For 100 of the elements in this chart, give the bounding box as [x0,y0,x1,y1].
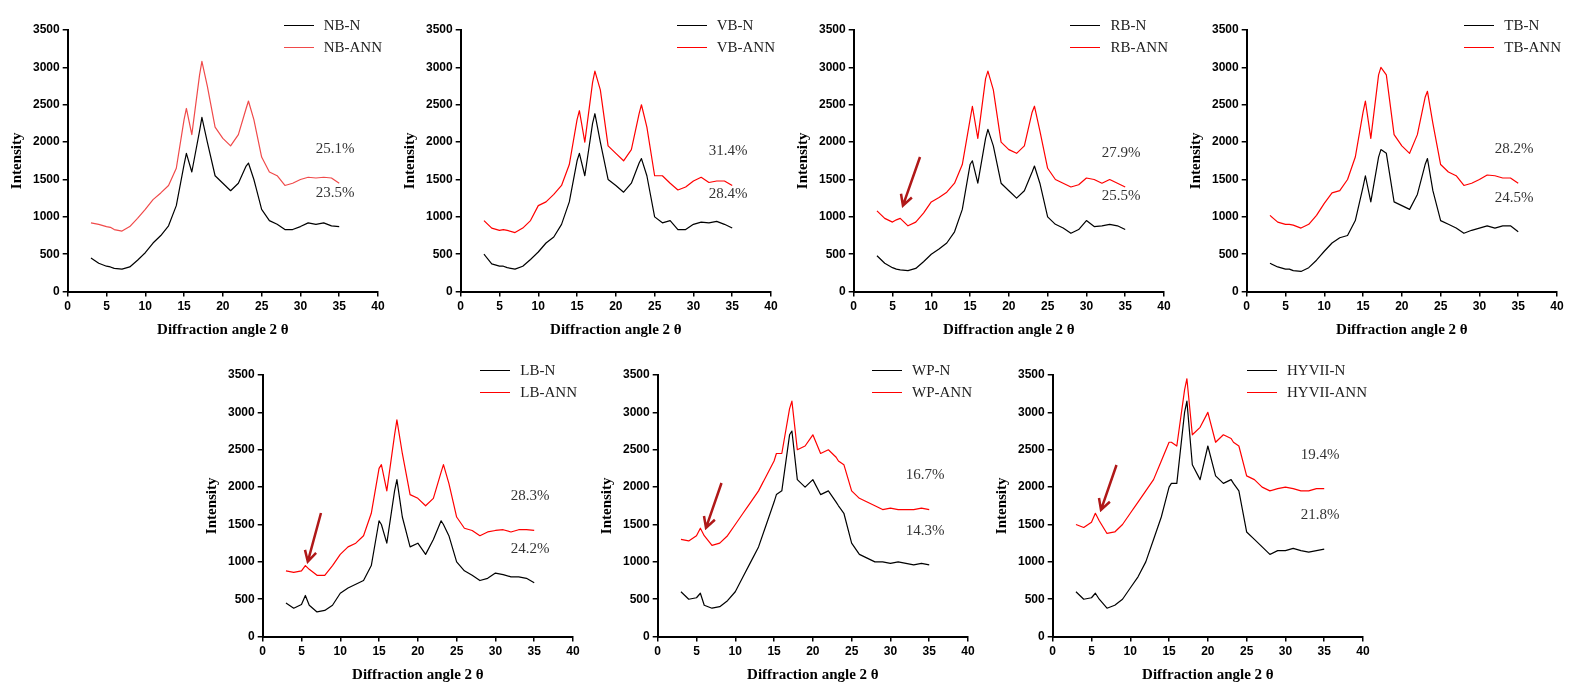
y-tick-label: 0 [839,283,847,298]
y-axis-title: Intensity [400,131,417,190]
y-tick-label: 0 [53,283,61,298]
x-tick-label: 10 [333,644,348,659]
x-tick-label: 15 [372,644,387,659]
y-tick-label: 2000 [622,479,651,494]
legend-label: RB-N [1110,16,1147,34]
x-tick-label: 5 [693,644,701,659]
x-axis-title: Diffraction angle 2 θ [1142,665,1274,682]
x-tick-label: 5 [298,644,306,659]
x-tick-label: 10 [1317,299,1332,314]
x-tick-label: 40 [961,644,975,659]
y-tick-label: 1500 [1211,171,1240,186]
x-tick-label: 25 [844,644,859,659]
y-tick-label: 3500 [425,22,454,37]
x-tick-label: 35 [332,299,347,314]
y-tick-label: 1000 [32,209,61,224]
y-tick-label: 1500 [32,171,61,186]
x-tick-label: 35 [725,299,740,314]
annotation: 27.9% [1101,143,1141,160]
x-tick-label: 20 [411,644,425,659]
y-tick-label: 0 [1232,283,1240,298]
x-tick-label: 30 [686,299,701,314]
x-tick-label: 20 [609,299,623,314]
legend-label: LB-ANN [520,383,577,401]
x-tick-label: 0 [1243,299,1251,314]
y-tick-label: 2500 [32,97,61,112]
y-tick-label: 3500 [622,367,651,382]
y-axis-title: Intensity [202,476,219,535]
y-tick-label: 2500 [818,97,847,112]
x-tick-label: 30 [1472,299,1487,314]
x-tick-label: 15 [767,644,782,659]
y-tick-label: 2000 [818,134,847,149]
y-tick-label: 3000 [425,59,454,74]
y-tick-label: 500 [39,246,61,261]
y-tick-label: 3500 [32,22,61,37]
x-tick-label: 0 [457,299,465,314]
legend-label: TB-ANN [1504,38,1561,56]
x-tick-label: 35 [1118,299,1133,314]
legend-label: LB-N [520,361,556,379]
x-tick-label: 25 [1239,644,1254,659]
y-tick-label: 2500 [622,442,651,457]
legend-label: WP-ANN [912,383,972,401]
x-axis-title: Diffraction angle 2 θ [157,320,289,337]
y-tick-label: 2000 [227,479,256,494]
annotation: 14.3% [905,521,945,538]
x-tick-label: 10 [728,644,743,659]
y-tick-label: 2500 [425,97,454,112]
y-tick-label: 1000 [425,209,454,224]
x-tick-label: 20 [1002,299,1016,314]
y-tick-label: 1000 [227,554,256,569]
y-tick-label: 2500 [1211,97,1240,112]
x-tick-label: 10 [924,299,939,314]
y-tick-label: 1000 [622,554,651,569]
y-tick-label: 0 [643,628,651,643]
y-tick-label: 1500 [425,171,454,186]
x-tick-label: 5 [496,299,504,314]
y-tick-label: 3000 [622,404,651,419]
annotation: 16.7% [905,466,945,483]
y-tick-label: 2000 [1017,479,1046,494]
x-tick-label: 40 [566,644,580,659]
y-tick-label: 1000 [1017,554,1046,569]
legend-label: HYVII-ANN [1287,383,1367,401]
legend-label: TB-N [1504,16,1540,34]
y-tick-label: 3500 [1211,22,1240,37]
x-tick-label: 40 [1550,299,1564,314]
y-tick-label: 3000 [227,404,256,419]
y-tick-label: 2000 [32,134,61,149]
y-axis-title: Intensity [7,131,24,190]
y-tick-label: 0 [1038,628,1046,643]
y-tick-label: 2500 [1017,442,1046,457]
x-tick-label: 30 [883,644,898,659]
x-tick-label: 15 [177,299,192,314]
annotation: 28.3% [510,487,550,504]
y-tick-label: 3500 [1017,367,1046,382]
y-tick-label: 1500 [227,516,256,531]
x-tick-label: 0 [64,299,72,314]
y-axis-title: Intensity [992,476,1009,535]
y-tick-label: 3000 [1211,59,1240,74]
annotation: 31.4% [708,142,748,159]
x-tick-label: 0 [850,299,858,314]
x-tick-label: 35 [922,644,937,659]
annotation: 21.8% [1300,506,1340,523]
x-axis-title: Diffraction angle 2 θ [1336,320,1468,337]
x-tick-label: 30 [488,644,503,659]
x-tick-label: 20 [216,299,230,314]
annotation: 25.5% [1101,186,1141,203]
x-tick-label: 15 [1162,644,1177,659]
x-tick-label: 35 [1317,644,1332,659]
x-tick-label: 15 [1356,299,1371,314]
y-tick-label: 2000 [425,134,454,149]
y-tick-label: 3000 [32,59,61,74]
x-tick-label: 25 [449,644,464,659]
annotation: 28.4% [708,185,748,202]
x-tick-label: 5 [1088,644,1096,659]
annotation: 24.5% [1494,188,1534,205]
x-tick-label: 15 [963,299,978,314]
y-tick-label: 1500 [818,171,847,186]
x-axis-title: Diffraction angle 2 θ [550,320,682,337]
legend-label: WP-N [912,361,951,379]
